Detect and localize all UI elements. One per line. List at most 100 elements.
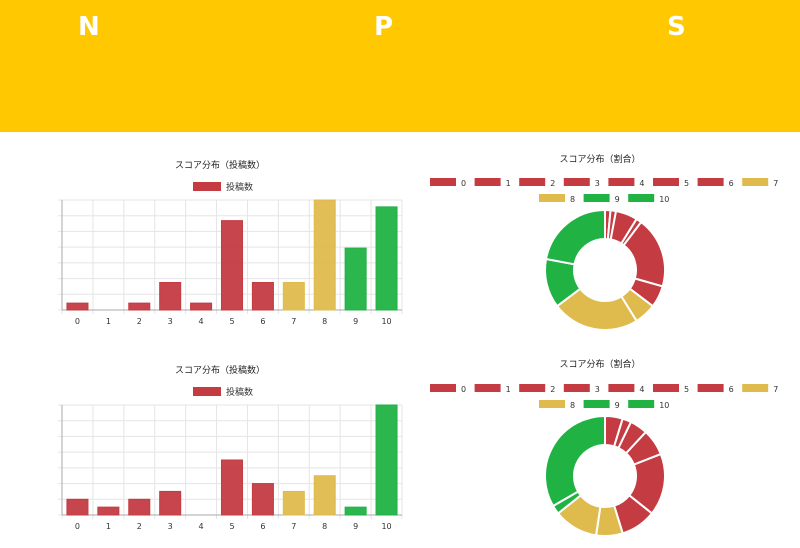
- bar-8: [313, 475, 336, 516]
- x-tick-label: 9: [353, 522, 358, 531]
- legend-label-3: 3: [595, 179, 600, 188]
- pie-chart-2: 0 1 2 3 4 5 6 7 8 9 10: [430, 384, 778, 537]
- legend-swatch-2: [519, 384, 546, 392]
- x-tick-label: 3: [168, 317, 173, 326]
- legend-label-2: 2: [550, 385, 555, 394]
- x-tick-label: 2: [137, 317, 142, 326]
- legend-label-8: 8: [570, 195, 575, 204]
- legend-swatch-3: [563, 178, 590, 186]
- x-tick-label: 10: [381, 317, 391, 326]
- x-tick-label: 9: [353, 317, 358, 326]
- legend-label-4: 4: [639, 385, 644, 394]
- bar-2: [128, 498, 151, 516]
- bar-9: [344, 506, 367, 516]
- legend-label-3: 3: [595, 385, 600, 394]
- bar-3: [159, 490, 182, 516]
- bar-10: [375, 404, 398, 516]
- x-tick-label: 8: [322, 317, 327, 326]
- bar-9: [344, 247, 367, 311]
- banner-letter-n: N: [78, 12, 100, 42]
- bar-0: [66, 498, 89, 516]
- x-tick-label: 7: [291, 522, 296, 531]
- legend-label-0: 0: [461, 385, 466, 394]
- legend-label-9: 9: [615, 401, 620, 410]
- legend-swatch-10: [628, 194, 655, 202]
- bar-2: [128, 302, 151, 311]
- x-tick-label: 0: [75, 522, 80, 531]
- legend-swatch-8: [539, 400, 565, 408]
- legend-label-0: 0: [461, 179, 466, 188]
- legend-label: 投稿数: [226, 181, 253, 193]
- bar-0: [66, 302, 89, 311]
- bar-6: [251, 282, 274, 311]
- legend-label-4: 4: [639, 179, 644, 188]
- legend-swatch-9: [583, 194, 610, 202]
- legend-label-1: 1: [506, 179, 511, 188]
- slice-10: [544, 414, 606, 508]
- legend-swatch: [193, 182, 221, 191]
- x-tick-label: 5: [229, 317, 234, 326]
- legend-label-10: 10: [659, 401, 669, 410]
- legend-label-7: 7: [773, 385, 778, 394]
- x-tick-label: 7: [291, 317, 296, 326]
- pie-chart-1: 0 1 2 3 4 5 6 7 8 9 10: [430, 178, 778, 331]
- banner-letter-s: S: [667, 12, 686, 42]
- bar-7: [282, 282, 305, 311]
- legend-swatch: [193, 387, 221, 396]
- legend-swatch-1: [474, 384, 501, 392]
- legend-swatch-4: [608, 178, 635, 186]
- x-tick-label: 6: [260, 522, 265, 531]
- legend-label-10: 10: [659, 195, 669, 204]
- bar-5: [220, 459, 244, 516]
- bar-4: [190, 302, 213, 311]
- legend-label-5: 5: [684, 385, 689, 394]
- legend-swatch-6: [697, 384, 724, 392]
- legend-swatch-3: [563, 384, 590, 392]
- x-tick-label: 4: [199, 317, 204, 326]
- legend-swatch-2: [519, 178, 546, 186]
- legend-swatch-8: [539, 194, 565, 202]
- legend-label-7: 7: [773, 179, 778, 188]
- x-tick-label: 4: [199, 522, 204, 531]
- bar-chart-2: 投稿数 0 1 2 3 4 5 6 7 8 9 10: [58, 386, 403, 531]
- x-tick-label: 10: [381, 522, 391, 531]
- bar-7: [282, 490, 305, 516]
- bar-8: [313, 199, 336, 311]
- x-tick-label: 0: [75, 317, 80, 326]
- legend-label-2: 2: [550, 179, 555, 188]
- legend-swatch-1: [474, 178, 501, 186]
- legend-swatch-5: [653, 178, 679, 186]
- legend-label-6: 6: [729, 179, 734, 188]
- legend-label-5: 5: [684, 179, 689, 188]
- legend-label-6: 6: [729, 385, 734, 394]
- bar-chart-1-title: スコア分布（投稿数）: [174, 161, 265, 171]
- legend-swatch-6: [697, 178, 724, 186]
- legend-label-9: 9: [615, 195, 620, 204]
- bar-chart-1: 投稿数 0 1 2 3 4 5 6 7 8 9 10: [58, 181, 403, 326]
- legend-label-8: 8: [570, 401, 575, 410]
- bar-6: [251, 483, 274, 516]
- bar-3: [159, 282, 182, 311]
- legend-label: 投稿数: [226, 386, 253, 398]
- legend-swatch-4: [608, 384, 635, 392]
- x-tick-label: 6: [260, 317, 265, 326]
- x-tick-label: 2: [137, 522, 142, 531]
- x-tick-label: 5: [229, 522, 234, 531]
- legend-swatch-9: [583, 400, 610, 408]
- bar-1: [97, 506, 120, 516]
- x-tick-label: 3: [168, 522, 173, 531]
- pie-chart-1-title: スコア分布（割合）: [559, 155, 641, 165]
- x-tick-label: 8: [322, 522, 327, 531]
- legend-swatch-7: [742, 178, 769, 186]
- legend-swatch-7: [742, 384, 769, 392]
- legend-swatch-5: [653, 384, 679, 392]
- slice-10: [544, 208, 606, 266]
- bar-10: [375, 206, 398, 311]
- legend-swatch-10: [628, 400, 655, 408]
- x-tick-label: 1: [106, 317, 111, 326]
- legend-label-1: 1: [506, 385, 511, 394]
- legend-swatch-0: [430, 178, 456, 186]
- x-tick-label: 1: [106, 522, 111, 531]
- bar-5: [220, 220, 244, 311]
- banner-letter-p: P: [374, 12, 394, 42]
